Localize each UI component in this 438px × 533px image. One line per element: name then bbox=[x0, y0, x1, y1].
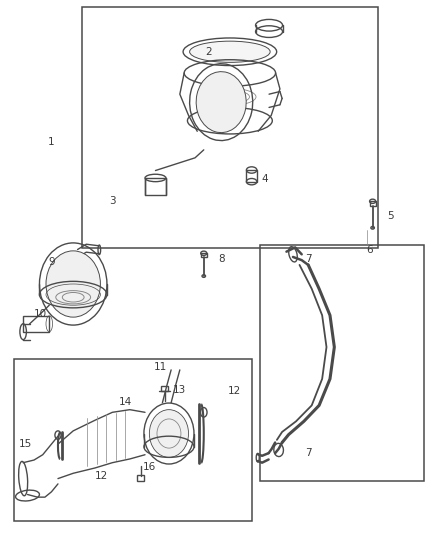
Bar bbox=[14, 359, 252, 521]
Text: 13: 13 bbox=[173, 384, 187, 394]
Text: 6: 6 bbox=[366, 245, 372, 255]
Ellipse shape bbox=[196, 71, 246, 133]
Bar bbox=[370, 201, 376, 206]
Text: 14: 14 bbox=[119, 397, 132, 407]
Text: 16: 16 bbox=[143, 462, 156, 472]
Text: 7: 7 bbox=[305, 254, 311, 263]
Bar bbox=[161, 386, 168, 391]
Ellipse shape bbox=[149, 410, 188, 457]
Text: 10: 10 bbox=[34, 309, 47, 319]
Text: 9: 9 bbox=[48, 257, 55, 267]
Bar bbox=[145, 178, 166, 195]
Text: 11: 11 bbox=[154, 362, 167, 372]
Bar bbox=[260, 245, 424, 481]
Text: 12: 12 bbox=[228, 386, 241, 396]
Text: 12: 12 bbox=[95, 471, 108, 481]
Text: 4: 4 bbox=[261, 174, 268, 184]
Text: 2: 2 bbox=[205, 47, 212, 56]
Ellipse shape bbox=[190, 41, 270, 62]
Text: 3: 3 bbox=[109, 196, 116, 206]
Ellipse shape bbox=[46, 251, 100, 317]
Bar bbox=[23, 316, 49, 332]
Text: 15: 15 bbox=[19, 439, 32, 449]
Text: 5: 5 bbox=[388, 211, 394, 221]
Bar bbox=[82, 7, 378, 248]
Bar bbox=[247, 170, 257, 182]
Bar bbox=[201, 253, 207, 257]
Text: 1: 1 bbox=[48, 137, 55, 147]
Bar bbox=[137, 475, 144, 481]
Text: 8: 8 bbox=[218, 254, 225, 263]
Text: 7: 7 bbox=[305, 448, 311, 458]
